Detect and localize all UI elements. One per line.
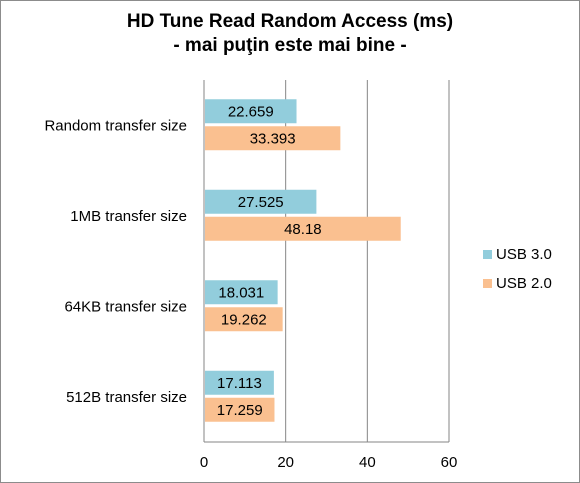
category-label: 1MB transfer size (70, 208, 187, 225)
x-tick-label: 20 (277, 454, 294, 471)
bar (205, 99, 297, 124)
bar (205, 397, 275, 422)
chart-title-block: HD Tune Read Random Access (ms) - mai pu… (0, 10, 580, 58)
data-label: 18.031 (218, 284, 264, 301)
category-label: 512B transfer size (66, 389, 187, 406)
x-tick-label: 0 (200, 454, 208, 471)
bar (205, 307, 283, 332)
data-label: 17.113 (217, 375, 262, 392)
data-label: 33.393 (250, 130, 296, 147)
legend-swatch (483, 250, 492, 259)
bar (205, 280, 278, 305)
bar (205, 126, 341, 151)
x-tick-label: 40 (359, 454, 376, 471)
data-label: 48.18 (284, 221, 322, 238)
data-label: 19.262 (221, 311, 267, 328)
chart-subtitle: - mai puţin este mai bine - (173, 35, 407, 56)
legend-swatch (483, 279, 492, 288)
data-label: 17.259 (217, 402, 263, 419)
bar (205, 189, 317, 214)
data-label: 22.659 (228, 103, 274, 120)
legend-label: USB 3.0 (496, 246, 552, 263)
legend-label: USB 2.0 (496, 275, 552, 292)
category-label: 64KB transfer size (64, 298, 187, 315)
category-label: Random transfer size (44, 117, 187, 134)
bar (205, 370, 274, 395)
chart-title: HD Tune Read Random Access (ms) (126, 11, 454, 32)
bar (205, 216, 401, 241)
x-tick-label: 60 (441, 454, 458, 471)
data-label: 27.525 (238, 194, 284, 211)
